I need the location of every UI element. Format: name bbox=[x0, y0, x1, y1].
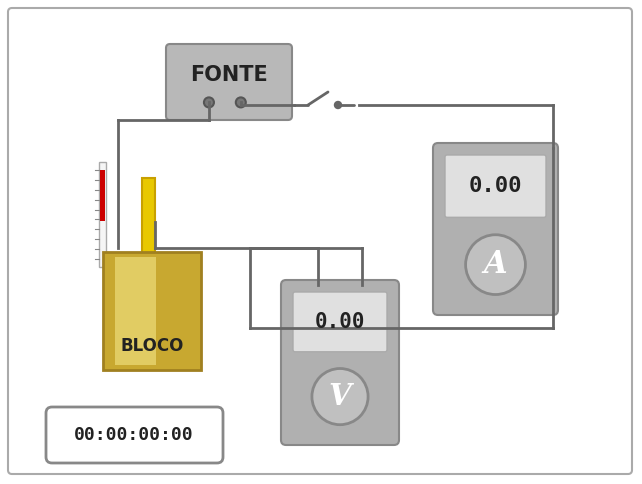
FancyBboxPatch shape bbox=[281, 280, 399, 445]
Text: 00:00:00:00: 00:00:00:00 bbox=[74, 426, 194, 444]
Circle shape bbox=[334, 102, 342, 108]
Text: BLOCO: BLOCO bbox=[120, 337, 184, 355]
Text: 0.00: 0.00 bbox=[469, 176, 522, 196]
FancyBboxPatch shape bbox=[46, 407, 223, 463]
Text: A: A bbox=[483, 249, 507, 280]
Circle shape bbox=[312, 368, 368, 424]
Circle shape bbox=[465, 235, 525, 295]
FancyBboxPatch shape bbox=[103, 252, 201, 370]
FancyBboxPatch shape bbox=[293, 292, 387, 352]
Bar bbox=[100, 170, 105, 221]
Text: 0.00: 0.00 bbox=[315, 312, 365, 332]
Bar bbox=[98, 162, 105, 267]
Circle shape bbox=[204, 97, 214, 107]
Bar bbox=[142, 178, 155, 258]
FancyBboxPatch shape bbox=[445, 155, 546, 217]
Text: V: V bbox=[329, 382, 351, 411]
Bar bbox=[115, 257, 156, 365]
FancyBboxPatch shape bbox=[433, 143, 558, 315]
FancyBboxPatch shape bbox=[166, 44, 292, 120]
FancyBboxPatch shape bbox=[8, 8, 632, 474]
Text: FONTE: FONTE bbox=[190, 65, 268, 85]
Circle shape bbox=[236, 97, 246, 107]
